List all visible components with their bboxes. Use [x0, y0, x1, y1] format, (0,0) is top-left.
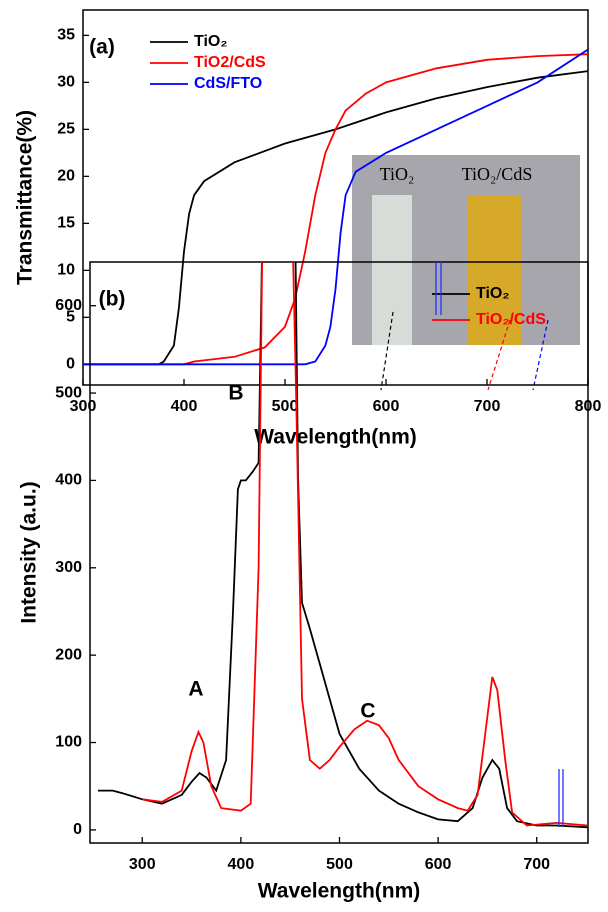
- legend-label: TiO₂/CdS: [476, 311, 546, 328]
- legend-label: TiO₂: [194, 33, 227, 50]
- plot-frame: [82, 9, 589, 386]
- y-tick-label: 0: [66, 356, 75, 373]
- y-axis-title: Transmittance(%): [14, 110, 37, 285]
- y-tick-label: 500: [55, 384, 82, 401]
- y-tick-label: 200: [55, 646, 82, 663]
- y-tick-label: 30: [57, 74, 75, 91]
- x-tick-label: 600: [425, 856, 452, 873]
- y-tick-label: 100: [55, 734, 82, 751]
- inset-label: TiO₂/CdS: [462, 164, 533, 184]
- y-tick-label: 5: [66, 309, 75, 326]
- y-tick-label: 25: [57, 121, 75, 138]
- series-group: [97, 262, 588, 829]
- y-axis-title: Intensity (a.u.): [18, 481, 41, 623]
- x-axis-title: Wavelength(nm): [254, 426, 417, 449]
- x-tick-label: 500: [272, 398, 299, 415]
- inset-photo: [352, 155, 580, 345]
- y-tick-label: 0: [73, 821, 82, 838]
- series-line: [97, 262, 588, 829]
- series-line: [142, 262, 588, 827]
- y-tick-label: 400: [55, 472, 82, 489]
- plot-frame: [89, 261, 589, 844]
- series-group: [83, 48, 588, 366]
- annotation: A: [188, 678, 203, 701]
- x-axis-title: Wavelength(nm): [258, 880, 421, 903]
- series-line: [83, 48, 588, 366]
- series-line: [83, 70, 588, 366]
- y-tick-label: 15: [57, 215, 75, 232]
- series-line: [83, 53, 588, 366]
- legend-label: TiO₂: [476, 285, 509, 302]
- y-tick-label: 10: [57, 262, 75, 279]
- inset-label: TiO₂: [380, 164, 415, 184]
- panel-label: (b): [99, 288, 126, 311]
- x-tick-label: 400: [228, 856, 255, 873]
- x-tick-label: 300: [129, 856, 156, 873]
- tangent-lines: [380, 311, 549, 391]
- x-tick-label: 600: [373, 398, 400, 415]
- legend-label: TiO2/CdS: [194, 54, 266, 71]
- legend-label: CdS/FTO: [194, 75, 262, 92]
- y-tick-label: 300: [55, 559, 82, 576]
- panel-label: (a): [89, 36, 115, 59]
- x-tick-label: 500: [326, 856, 353, 873]
- x-tick-label: 400: [171, 398, 198, 415]
- annotation: B: [228, 382, 243, 405]
- annotation: C: [360, 700, 375, 723]
- y-tick-label: 20: [57, 168, 75, 185]
- x-tick-label: 700: [523, 856, 550, 873]
- x-tick-label: 700: [474, 398, 501, 415]
- break-marks: [435, 262, 564, 827]
- y-tick-label: 35: [57, 27, 75, 44]
- y-tick-label: 600: [55, 297, 82, 314]
